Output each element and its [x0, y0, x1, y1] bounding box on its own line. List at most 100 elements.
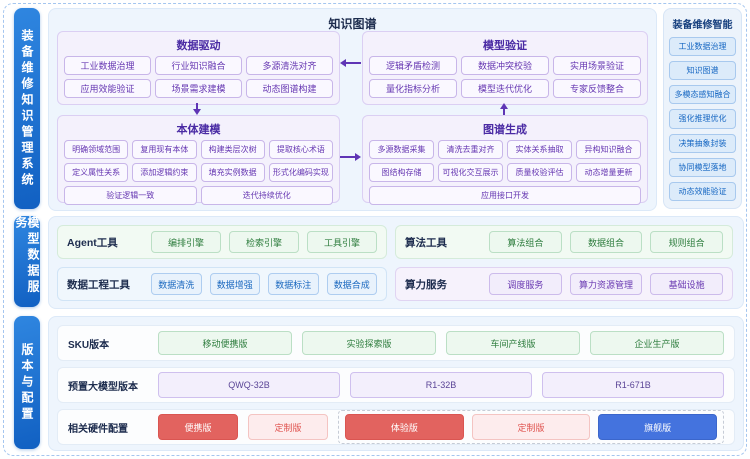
graph-generation-item[interactable]: 异构知识融合: [576, 140, 641, 159]
ontology-modeling-title: 本体建模: [176, 124, 221, 136]
ontology-item[interactable]: 定义属性关系: [64, 163, 129, 182]
intelligence-item[interactable]: 多模态感知融合: [669, 85, 736, 105]
ontology-item[interactable]: 复用现有本体: [132, 140, 197, 159]
hardware-config-dashed-group: 体验版 定制版 旗舰版: [338, 410, 724, 444]
knowledge-graph-title: 知识图谱: [328, 17, 377, 31]
intelligence-item[interactable]: 强化推理优化: [669, 109, 736, 129]
ontology-item[interactable]: 形式化编码实现: [268, 163, 333, 182]
ontology-item[interactable]: 提取核心术语: [268, 140, 333, 159]
model-validation-item[interactable]: 逻辑矛盾检测: [369, 56, 457, 75]
computing-service-item[interactable]: 调度服务: [489, 273, 562, 295]
preset-model-item[interactable]: R1-671B: [542, 372, 724, 398]
algorithm-tools-label: 算法工具: [405, 236, 447, 249]
data-engineering-label: 数据工程工具: [67, 278, 130, 291]
computing-service-row: 算力服务 调度服务 算力资源管理 基础设施: [395, 267, 733, 301]
algorithm-tool-item[interactable]: 算法组合: [489, 231, 562, 253]
data-engineering-item[interactable]: 数据增强: [209, 273, 260, 295]
ontology-item[interactable]: 明确领域范围: [64, 140, 129, 159]
model-validation-item[interactable]: 模型迭代优化: [461, 79, 549, 98]
data-driven-item[interactable]: 场景需求建模: [155, 79, 242, 98]
agent-tools-label: Agent工具: [67, 236, 118, 249]
graph-generation-item[interactable]: 动态增量更新: [576, 163, 641, 182]
data-driven-item[interactable]: 应用效能验证: [64, 79, 151, 98]
model-validation-item[interactable]: 专家反馈整合: [553, 79, 641, 98]
data-driven-item[interactable]: 工业数据治理: [64, 56, 151, 75]
graph-generation-item[interactable]: 实体关系抽取: [507, 140, 572, 159]
data-engineering-row: 数据工程工具 数据清洗 数据增强 数据标注 数据合成: [57, 267, 387, 301]
intelligence-item[interactable]: 决策抽象封装: [669, 133, 736, 153]
graph-generation-item[interactable]: 多源数据采集: [369, 140, 434, 159]
arrow-validation-to-datadriven-icon: [340, 59, 361, 67]
model-validation-item[interactable]: 数据冲突校验: [461, 56, 549, 75]
hardware-config-item[interactable]: 便携版: [158, 414, 238, 440]
version-config-section: SKU版本 移动便携版 实验探索版 车间产线版 企业生产版 预置大模型版本 QW…: [48, 316, 744, 451]
equipment-intelligence-panel: 装备维修智能 工业数据治理 知识图谱 多模态感知融合 强化推理优化 决策抽象封装…: [663, 8, 742, 209]
computing-service-label: 算力服务: [405, 278, 447, 291]
data-driven-item[interactable]: 行业知识融合: [155, 56, 242, 75]
preset-model-item[interactable]: R1-32B: [350, 372, 532, 398]
agent-tool-item[interactable]: 检索引擎: [229, 231, 299, 253]
intelligence-item[interactable]: 动态效能验证: [669, 181, 736, 201]
model-validation-title: 模型验证: [483, 40, 527, 52]
model-validation-item[interactable]: 量化指标分析: [369, 79, 457, 98]
hardware-config-item[interactable]: 定制版: [248, 414, 328, 440]
arrow-ontology-to-graphgen-icon: [340, 153, 361, 161]
sku-version-item[interactable]: 车间产线版: [446, 331, 580, 355]
arrow-graphgen-to-validation-icon: [500, 103, 508, 115]
ontology-item[interactable]: 迭代持续优化: [200, 186, 333, 205]
hardware-config-item[interactable]: 旗舰版: [598, 414, 718, 440]
model-data-services-section: Agent工具 编排引擎 检索引擎 工具引擎 算法工具 算法组合 数据组合 规则…: [48, 216, 744, 309]
sidebar-tab-model-data-service[interactable]: 模型数据服务: [14, 216, 40, 307]
sidebar-tab-label: 模型数据服务: [14, 216, 40, 296]
sidebar-tab-version-config[interactable]: 版本与配置: [14, 316, 40, 449]
graph-generation-item[interactable]: 质量校验评估: [507, 163, 572, 182]
data-driven-item[interactable]: 动态图谱构建: [246, 79, 333, 98]
sidebar-tab-label: 装备维修知识管理系统: [20, 28, 34, 189]
sku-version-item[interactable]: 企业生产版: [590, 331, 724, 355]
intelligence-item[interactable]: 工业数据治理: [669, 37, 736, 57]
intelligence-item[interactable]: 协同模型落地: [669, 157, 736, 177]
hardware-config-item[interactable]: 定制版: [471, 414, 591, 440]
equipment-intelligence-title: 装备维修智能: [672, 20, 733, 31]
hardware-config-item[interactable]: 体验版: [345, 414, 464, 440]
graph-generation-item[interactable]: 可视化交互展示: [438, 163, 503, 182]
intelligence-item[interactable]: 知识图谱: [669, 61, 736, 81]
graph-generation-title: 图谱生成: [483, 124, 527, 136]
algorithm-tools-row: 算法工具 算法组合 数据组合 规则组合: [395, 225, 733, 259]
ontology-item[interactable]: 验证逻辑一致: [64, 186, 197, 205]
ontology-item[interactable]: 添加逻辑约束: [132, 163, 197, 182]
arrow-datadriven-to-ontology-icon: [193, 103, 201, 115]
computing-service-item[interactable]: 基础设施: [650, 273, 724, 295]
algorithm-tool-item[interactable]: 规则组合: [650, 231, 724, 253]
agent-tools-row: Agent工具 编排引擎 检索引擎 工具引擎: [57, 225, 387, 259]
algorithm-tool-item[interactable]: 数据组合: [569, 231, 643, 253]
ontology-item[interactable]: 填充实例数据: [200, 163, 265, 182]
preset-model-row: 预置大模型版本 QWQ-32B R1-32B R1-671B: [57, 367, 735, 403]
agent-tool-item[interactable]: 编排引擎: [151, 231, 221, 253]
sidebar-tab-knowledge-system[interactable]: 装备维修知识管理系统: [14, 8, 40, 209]
hardware-config-label: 相关硬件配置: [68, 423, 128, 435]
computing-service-item[interactable]: 算力资源管理: [569, 273, 643, 295]
sidebar-tab-label: 版本与配置: [20, 342, 34, 423]
graph-generation-panel: 图谱生成 多源数据采集 清洗去重对齐 实体关系抽取 异构知识融合 图结构存储 可…: [362, 115, 648, 205]
sku-version-item[interactable]: 移动便携版: [158, 331, 292, 355]
agent-tool-item[interactable]: 工具引擎: [307, 231, 377, 253]
data-driven-panel: 数据驱动 工业数据治理 行业知识融合 多源清洗对齐 应用效能验证 场景需求建模 …: [57, 31, 340, 105]
preset-model-label: 预置大模型版本: [68, 381, 138, 393]
sku-version-label: SKU版本: [68, 339, 110, 351]
data-engineering-item[interactable]: 数据合成: [326, 273, 377, 295]
graph-generation-item[interactable]: 应用接口开发: [369, 186, 641, 205]
graph-generation-item[interactable]: 图结构存储: [369, 163, 434, 182]
ontology-modeling-panel: 本体建模 明确领域范围 复用现有本体 构建类层次树 提取核心术语 定义属性关系 …: [57, 115, 340, 205]
data-driven-title: 数据驱动: [176, 40, 221, 52]
sku-version-item[interactable]: 实验探索版: [302, 331, 436, 355]
data-engineering-item[interactable]: 数据标注: [268, 273, 319, 295]
preset-model-item[interactable]: QWQ-32B: [158, 372, 340, 398]
hardware-config-row: 相关硬件配置 便携版 定制版 体验版 定制版 旗舰版: [57, 409, 735, 445]
model-validation-item[interactable]: 实用场景验证: [553, 56, 641, 75]
data-engineering-item[interactable]: 数据清洗: [151, 273, 202, 295]
data-driven-item[interactable]: 多源清洗对齐: [246, 56, 333, 75]
ontology-item[interactable]: 构建类层次树: [200, 140, 265, 159]
graph-generation-item[interactable]: 清洗去重对齐: [438, 140, 503, 159]
